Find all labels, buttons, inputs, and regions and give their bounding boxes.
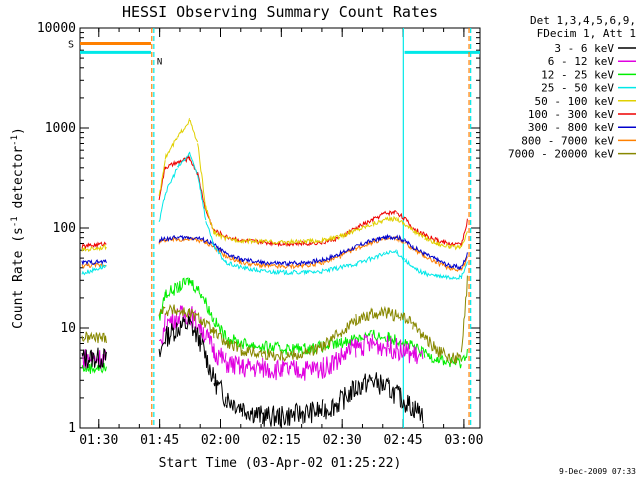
legend: Det 1,3,4,5,6,9, FDecim 1, Att 1 3 - 6 k…: [508, 14, 636, 161]
series-line-3: [81, 151, 468, 281]
x-tick-label-5: 02:45: [383, 433, 422, 448]
legend-label-0: 3 - 6 keV: [554, 42, 614, 55]
legend-label-6: 300 - 800 keV: [528, 121, 614, 134]
x-tick-label-1: 01:45: [140, 433, 179, 448]
series-line-6: [81, 233, 468, 271]
plot-area: SN: [68, 27, 481, 429]
x-tick-labels: 01:30 01:45 02:00 02:15 02:30 02:45 03:00: [79, 433, 483, 448]
y-axis-label: Count Rate (s-1 detector-1): [10, 127, 26, 329]
legend-header-line-1: Det 1,3,4,5,6,9,: [530, 14, 636, 27]
y-tick-label-4: 10000: [37, 21, 76, 36]
y-tick-label-2: 100: [53, 221, 76, 236]
vertical-markers: [151, 28, 472, 428]
legend-label-1: 6 - 12 keV: [548, 55, 615, 68]
chart-title: HESSI Observing Summary Count Rates: [122, 3, 438, 21]
y-axis-label-sup1: -1: [10, 216, 20, 227]
y-axis-label-sup2: -1: [10, 135, 20, 146]
y-tick-label-0: 1: [68, 421, 76, 436]
y-tick-label-3: 1000: [45, 121, 76, 136]
attenuator-status-bars: SN: [68, 39, 480, 67]
legend-label-7: 800 - 7000 keV: [521, 134, 614, 147]
series-line-8: [81, 275, 468, 365]
legend-label-4: 50 - 100 keV: [535, 95, 615, 108]
y-axis-label-end: ): [11, 127, 26, 135]
y-tick-label-1: 10: [60, 321, 76, 336]
legend-label-2: 12 - 25 keV: [541, 68, 614, 81]
series-line-4: [81, 118, 468, 253]
x-tick-label-0: 01:30: [79, 433, 118, 448]
legend-label-5: 100 - 300 keV: [528, 108, 614, 121]
x-tick-label-3: 02:15: [262, 433, 301, 448]
series-line-0: [81, 315, 424, 427]
y-axis-label-main: Count Rate (s: [11, 227, 26, 329]
legend-header-line-2: FDecim 1, Att 1: [537, 27, 636, 40]
x-axis-label: Start Time (03-Apr-02 01:25:22): [159, 456, 402, 471]
footer-date: 9-Dec-2009 07:33: [559, 467, 636, 476]
y-axis-label-mid: detector: [11, 146, 26, 217]
x-tick-label-4: 02:30: [323, 433, 362, 448]
legend-label-8: 7000 - 20000 keV: [508, 148, 614, 161]
x-tick-label-6: 03:00: [444, 433, 483, 448]
status-label-s: S: [68, 39, 74, 50]
y-tick-labels: 1 10 100 1000 10000: [37, 21, 76, 436]
series-layer: [81, 118, 468, 427]
status-label-n: N: [157, 57, 162, 67]
legend-label-3: 25 - 50 keV: [541, 82, 614, 95]
x-tick-label-2: 02:00: [201, 433, 240, 448]
